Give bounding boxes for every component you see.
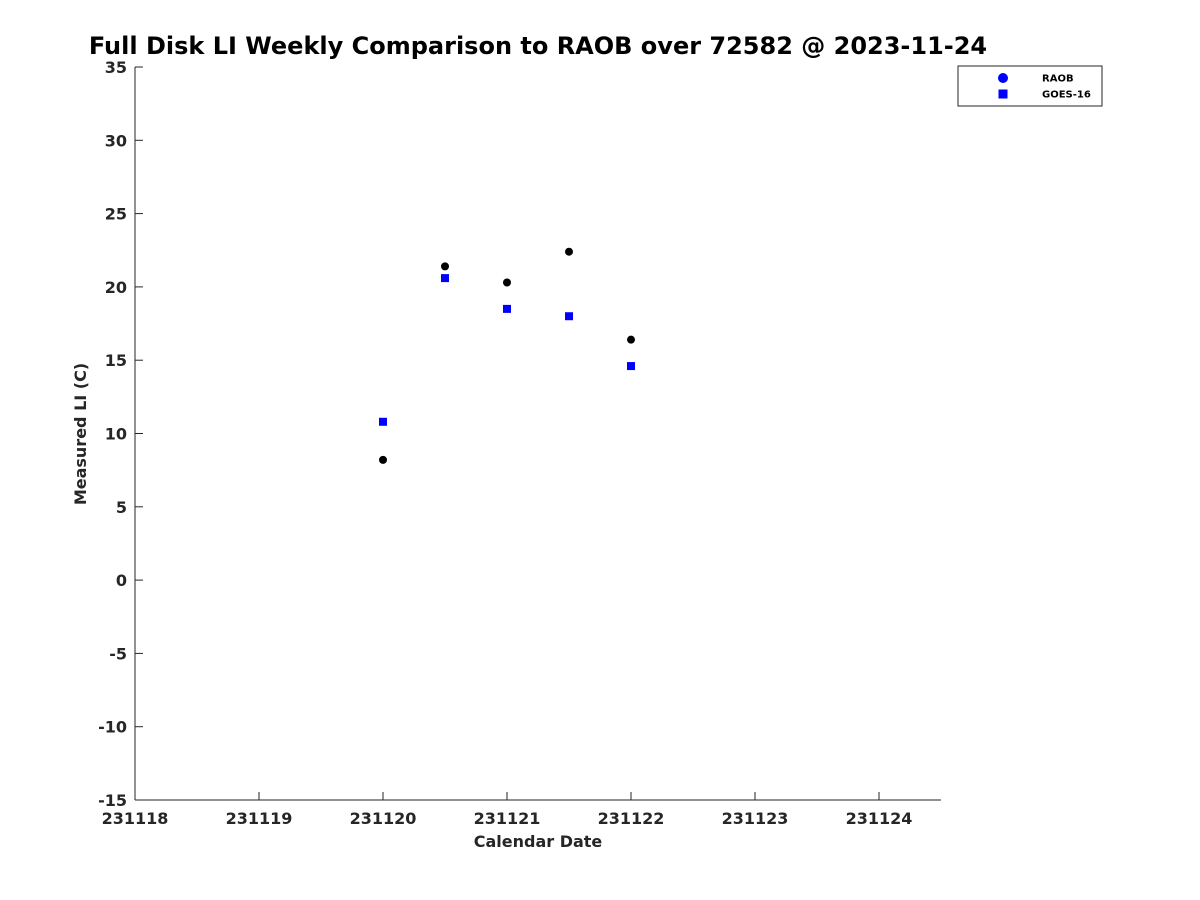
- legend-raob-label: RAOB: [1042, 74, 1074, 85]
- legend: RAOB GOES-16: [957, 65, 1103, 107]
- legend-goes16-marker: [998, 89, 1008, 99]
- y-axis-label: Measured LI (C): [71, 363, 90, 505]
- goes16-point: [627, 362, 635, 371]
- x-tick-label: 231119: [226, 809, 293, 828]
- x-tick-label: 231124: [846, 809, 913, 828]
- legend-box: [957, 65, 1103, 107]
- raob-point: [441, 262, 449, 271]
- x-tick-label: 231118: [102, 809, 169, 828]
- y-tick-label: 0: [116, 571, 127, 590]
- y-tick-label: -5: [109, 644, 127, 663]
- goes16-point: [565, 312, 573, 321]
- y-tick-label: 20: [105, 278, 127, 297]
- raob-point: [503, 278, 511, 287]
- plot-marks: [379, 247, 635, 464]
- x-tick-label: 231120: [350, 809, 417, 828]
- x-tick-label: 231121: [474, 809, 541, 828]
- raob-point: [379, 455, 387, 464]
- y-tick-label: -10: [98, 718, 127, 737]
- y-tick-label: 10: [105, 425, 127, 444]
- y-tick-label: 5: [116, 498, 127, 517]
- x-tick-label: 231122: [598, 809, 665, 828]
- legend-goes16-label: GOES-16: [1042, 90, 1091, 101]
- y-tick-label: -15: [98, 791, 127, 810]
- chart-title: Full Disk LI Weekly Comparison to RAOB o…: [89, 32, 987, 60]
- goes16-point: [503, 304, 511, 313]
- y-tick-label: 35: [105, 58, 127, 77]
- raob-point: [627, 335, 635, 344]
- raob-point: [565, 247, 573, 256]
- goes16-point: [379, 417, 387, 426]
- goes16-point: [441, 274, 449, 283]
- y-axis: -15 -10 -5 0 5 10 15 20 25 30 35: [98, 58, 143, 810]
- y-tick-label: 15: [105, 351, 127, 370]
- legend-raob-marker: [998, 73, 1008, 83]
- y-tick-label: 30: [105, 131, 127, 150]
- x-tick-label: 231123: [722, 809, 789, 828]
- x-axis: 231118 231119 231120 231121 231122 231123 2311…: [102, 792, 941, 828]
- y-tick-label: 25: [105, 205, 127, 224]
- x-axis-label: Calendar Date: [474, 832, 603, 851]
